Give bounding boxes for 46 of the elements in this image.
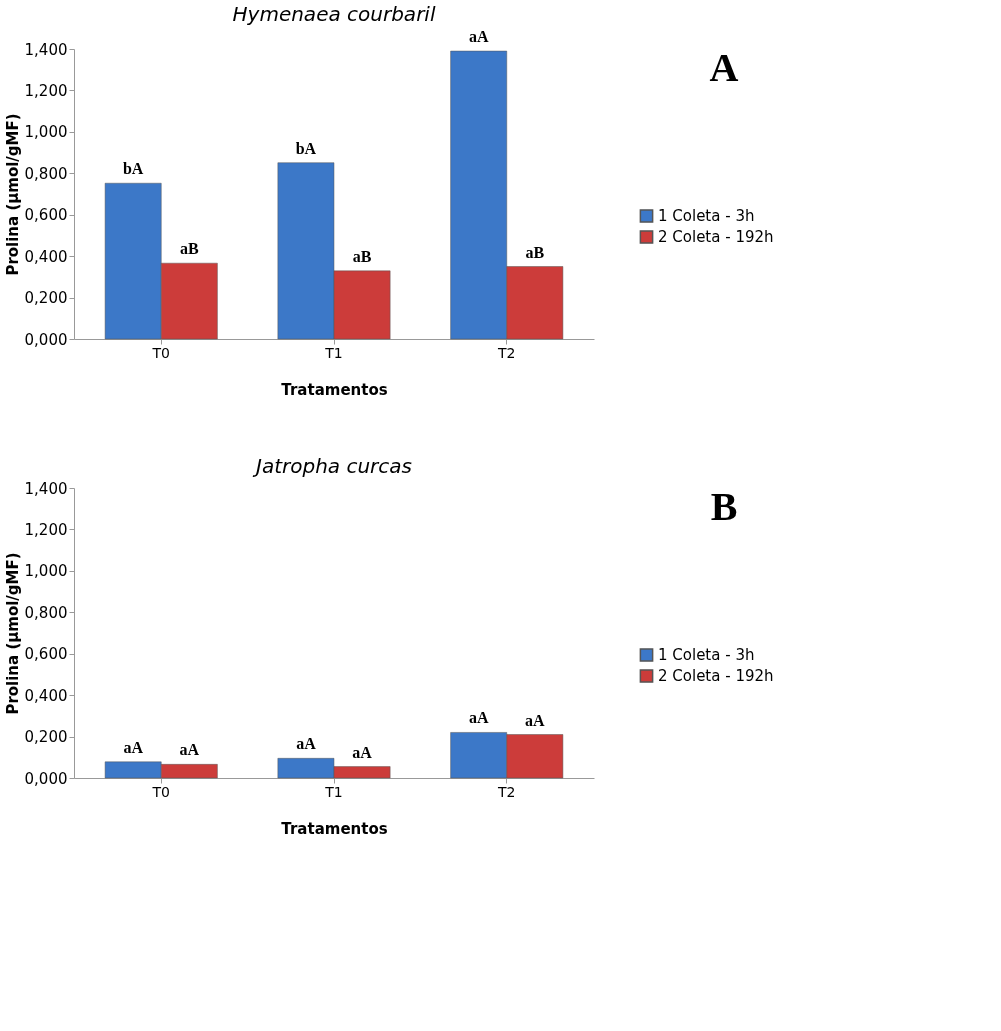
y-axis-title: Prolina (µmol/gMF) [3,113,22,276]
x-tick-label: T2 [497,783,516,800]
legend-label: 2 Coleta - 192h [658,228,774,246]
data-label: aB [179,240,199,258]
data-label: aA [123,738,144,756]
data-label: aB [525,243,545,261]
data-label: aA [296,735,317,753]
data-label: aA [468,709,489,727]
data-label: aA [525,711,546,729]
y-tick-label: 1,200 [24,520,68,539]
y-tick-label: 1,000 [24,123,68,142]
x-tick-label: T2 [497,344,516,361]
text: A [709,45,739,90]
legend-label: 1 Coleta - 3h [658,207,755,225]
y-tick-label: 0,000 [24,330,68,349]
y-tick-label: 0,400 [24,247,68,266]
data-label: aA [179,741,200,759]
data-label: aB [352,247,372,265]
y-tick-label: 1,000 [24,562,68,581]
y-tick-label: 1,400 [24,40,68,59]
x-tick-label: T0 [151,344,170,361]
legend-label: 1 Coleta - 3h [658,646,755,664]
x-tick-label: T1 [324,344,343,361]
data-label: bA [122,160,144,178]
y-tick-label: 0,600 [24,206,68,225]
x-axis-title: Tratamentos [281,380,388,399]
x-tick-label: T0 [151,783,170,800]
data-label: aA [468,28,489,46]
chart-title: Jatropha curcas [251,454,413,478]
y-tick-label: 1,400 [24,479,68,498]
data-label: aA [352,743,373,761]
y-tick-label: 0,600 [24,645,68,664]
x-axis-title: Tratamentos [281,819,388,838]
legend-label: 2 Coleta - 192h [658,667,774,685]
y-tick-label: 0,800 [24,164,68,183]
data-label: bA [295,139,317,157]
text: B [710,484,738,529]
x-tick-label: T1 [324,783,343,800]
chart-title: Hymenaea courbaril [232,2,436,27]
y-tick-label: 0,800 [24,603,68,622]
y-tick-label: 0,400 [24,686,68,705]
y-tick-label: 0,200 [24,289,68,308]
y-tick-label: 1,200 [24,81,68,100]
y-tick-label: 0,000 [24,769,68,788]
y-tick-label: 0,200 [24,728,68,747]
y-axis-title: Prolina (µmol/gMF) [3,552,22,715]
